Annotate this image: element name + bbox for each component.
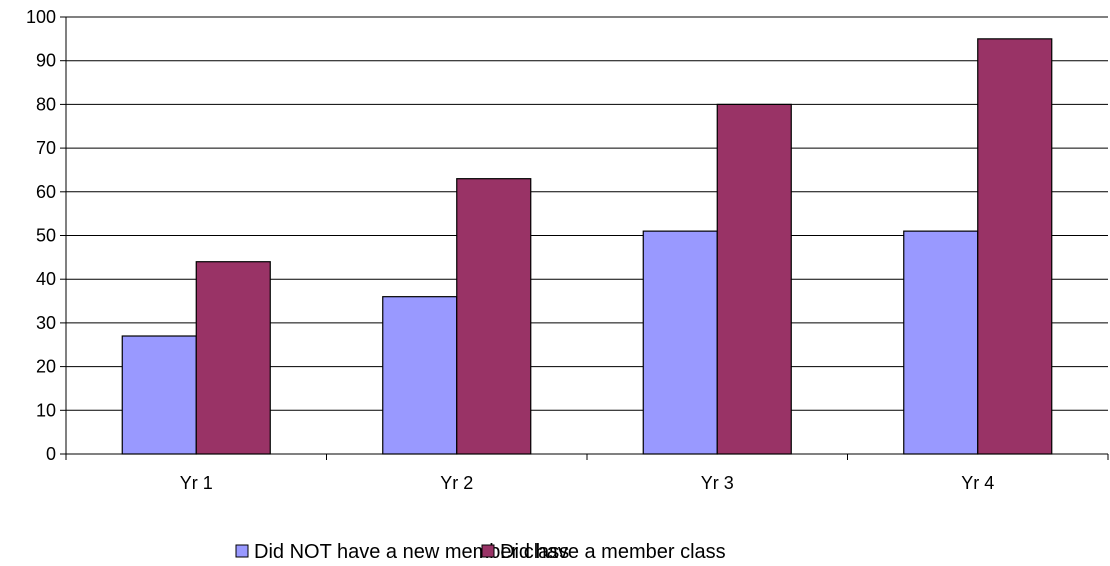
x-tick-label: Yr 3 [701, 473, 734, 493]
x-tick-label: Yr 2 [440, 473, 473, 493]
legend-label: Did have a member class [500, 541, 726, 563]
legend-swatch [481, 544, 495, 558]
y-tick-label: 10 [36, 400, 56, 420]
bar-no-class-2 [382, 296, 458, 455]
y-tick-label: 50 [36, 226, 56, 246]
x-tick-label: Yr 1 [180, 473, 213, 493]
y-tick-label: 100 [26, 7, 56, 27]
y-tick-label: 80 [36, 94, 56, 114]
bar-no-class-3 [642, 230, 718, 455]
y-tick-label: 0 [46, 444, 56, 464]
y-tick-label: 70 [36, 138, 56, 158]
legend-swatch [235, 544, 249, 558]
bar-class-3 [716, 103, 792, 455]
bar-class-2 [456, 178, 532, 455]
bar-class-1 [195, 261, 271, 455]
y-tick-label: 20 [36, 357, 56, 377]
y-axis-ticks: 0 10 20 30 40 50 60 70 80 90 100 [26, 7, 67, 464]
x-tick-label: Yr 4 [961, 473, 994, 493]
bars [121, 38, 1053, 455]
y-tick-label: 30 [36, 313, 56, 333]
y-tick-label: 90 [36, 51, 56, 71]
x-axis: Yr 1 Yr 2 Yr 3 Yr 4 [65, 453, 1109, 493]
bar-no-class-4 [903, 230, 979, 455]
bar-class-4 [977, 38, 1053, 455]
y-tick-label: 60 [36, 182, 56, 202]
y-tick-label: 40 [36, 269, 56, 289]
bar-no-class-1 [121, 335, 197, 455]
